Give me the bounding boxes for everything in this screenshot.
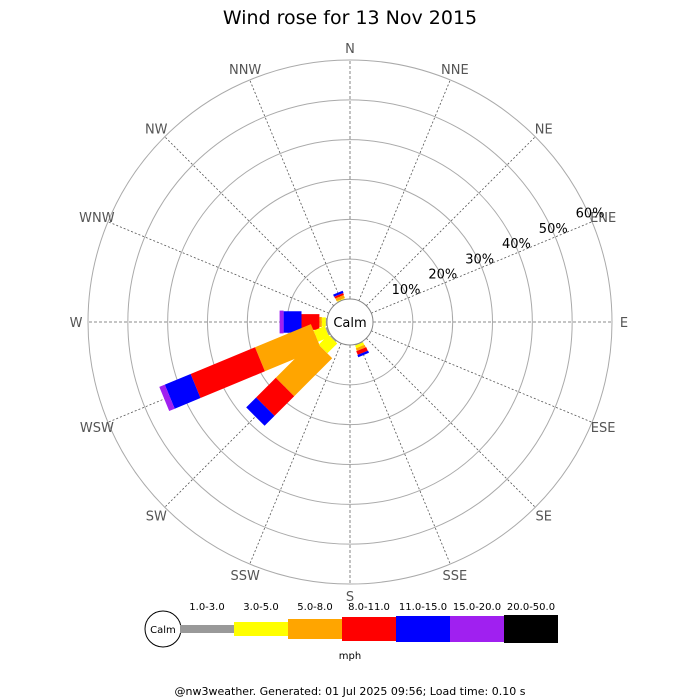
legend-bin-label: 8.0-11.0 <box>348 602 390 613</box>
bar-segment <box>321 317 326 327</box>
direction-label: SSE <box>442 569 467 584</box>
direction-label: N <box>345 42 355 57</box>
wind-bar-wsw <box>159 324 331 411</box>
legend-bin-label: 5.0-8.0 <box>297 602 332 613</box>
direction-label: ESE <box>591 421 616 436</box>
wind-bar-w <box>279 310 327 334</box>
bar-segment <box>357 350 369 358</box>
legend-bin-label: 1.0-3.0 <box>189 602 224 613</box>
bar-segment <box>301 314 320 330</box>
legend-swatch <box>288 619 342 639</box>
direction-label: NNE <box>441 63 469 78</box>
legend-bin-label: 11.0-15.0 <box>399 602 447 613</box>
bar-segment <box>325 327 331 336</box>
legend-bin-label: 15.0-20.0 <box>453 602 501 613</box>
legend-swatch <box>396 616 450 642</box>
legend-calm-label: Calm <box>150 625 176 636</box>
percent-label: 30% <box>465 252 494 267</box>
wind-bars <box>159 290 369 426</box>
bar-segment <box>190 347 265 398</box>
bar-segment <box>313 326 330 342</box>
grid-ring <box>246 218 454 426</box>
grid-ring <box>207 179 493 465</box>
bar-segment <box>164 374 201 409</box>
direction-label: SE <box>536 510 552 525</box>
bar-segment <box>275 339 333 397</box>
bar-segment <box>318 334 338 354</box>
direction-label: E <box>620 316 628 331</box>
bar-segment <box>337 298 345 302</box>
direction-label: W <box>70 316 83 331</box>
footer-text: @nw3weather. Generated: 01 Jul 2025 09:5… <box>175 685 526 698</box>
speed-legend: Calm 1.0-3.0 3.0-5.0 5.0-8.0 8.0-11.0 11.0-15… <box>144 602 558 648</box>
bar-segment <box>334 293 344 299</box>
legend-swatch <box>180 625 234 633</box>
direction-label: NNW <box>229 63 261 78</box>
bar-segment <box>256 377 295 416</box>
percent-labels: 10% 20% 30% 40% 50% 60% <box>392 207 605 298</box>
direction-label: S <box>346 590 354 605</box>
grid-ring <box>127 99 573 545</box>
bar-segment <box>279 310 284 334</box>
polar-grid <box>87 59 613 585</box>
bar-segment <box>355 342 365 349</box>
percent-label: 40% <box>502 237 531 252</box>
bar-segment <box>356 347 368 355</box>
wind-bar-sw <box>246 334 338 426</box>
legend-swatch <box>342 617 396 641</box>
direction-label: WNW <box>79 211 115 226</box>
legend-swatch <box>450 616 504 642</box>
bar-segment <box>255 324 321 372</box>
direction-label: SSW <box>230 569 260 584</box>
bar-segment <box>246 397 275 426</box>
legend-swatch <box>234 622 288 636</box>
calm-label: Calm <box>333 316 366 331</box>
bar-segment <box>333 290 344 297</box>
direction-label: WSW <box>80 421 114 436</box>
chart-title: Wind rose for 13 Nov 2015 <box>223 7 477 29</box>
percent-label: 50% <box>539 222 568 237</box>
grid-ring <box>167 139 533 505</box>
direction-label: NE <box>535 122 553 137</box>
direction-label: NW <box>145 122 168 137</box>
direction-labels: N NNE NE ENE E ESE SE SSE S SSW SW WSW W WNW NW NNW <box>70 42 629 605</box>
bar-segment <box>159 384 175 411</box>
bar-segment <box>355 344 366 351</box>
bar-segment <box>283 311 302 333</box>
legend-bin-label: 20.0-50.0 <box>507 602 555 613</box>
percent-label: 20% <box>428 268 457 283</box>
units-label: mph <box>339 651 361 662</box>
bar-segment <box>335 295 345 302</box>
wind-bar-nnw <box>333 290 345 303</box>
direction-label: ENE <box>590 211 616 226</box>
bar-segment <box>330 335 337 342</box>
direction-label: SW <box>146 510 167 525</box>
calm-circle <box>326 298 374 346</box>
percent-label: 10% <box>392 283 421 298</box>
legend-swatch <box>504 615 558 643</box>
percent-label: 60% <box>576 207 605 222</box>
legend-bin-label: 3.0-5.0 <box>243 602 278 613</box>
bar-segment <box>319 317 322 327</box>
grid-ring <box>87 59 613 585</box>
